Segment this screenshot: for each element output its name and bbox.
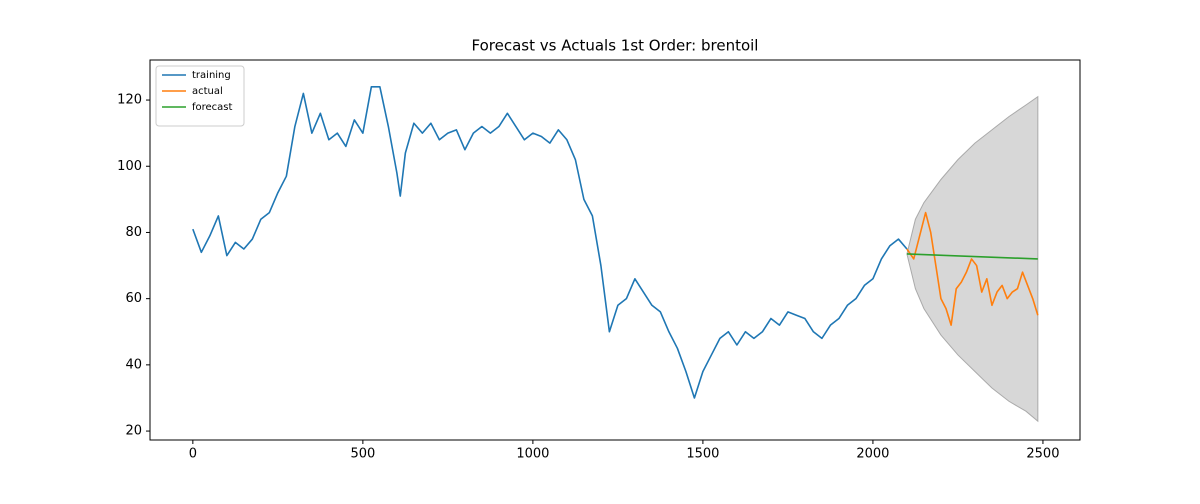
chart-title: Forecast vs Actuals 1st Order: brentoil (472, 37, 759, 55)
y-tick-label: 40 (125, 357, 142, 372)
y-tick-label: 80 (125, 225, 142, 240)
series-line (192, 86, 908, 399)
y-tick-label: 120 (117, 93, 142, 108)
legend-label: forecast (192, 102, 233, 113)
x-tick-label: 2500 (1026, 447, 1059, 462)
y-tick-label: 60 (125, 291, 142, 306)
y-tick-label: 20 (125, 424, 142, 439)
legend-box (155, 65, 245, 127)
legend: training actual forecast (155, 65, 245, 127)
legend-label: training (192, 70, 231, 81)
x-tick-label: 1000 (516, 447, 549, 462)
y-tick-label: 100 (117, 159, 142, 174)
plot-frame (149, 59, 1081, 441)
x-tick-label: 1500 (686, 447, 719, 462)
x-tick-label: 2000 (856, 447, 889, 462)
series-line (906, 253, 1038, 260)
series-line (906, 211, 1039, 326)
legend-label: actual (192, 86, 223, 97)
x-tick-label: 0 (189, 447, 197, 462)
x-tick-label: 500 (350, 447, 375, 462)
